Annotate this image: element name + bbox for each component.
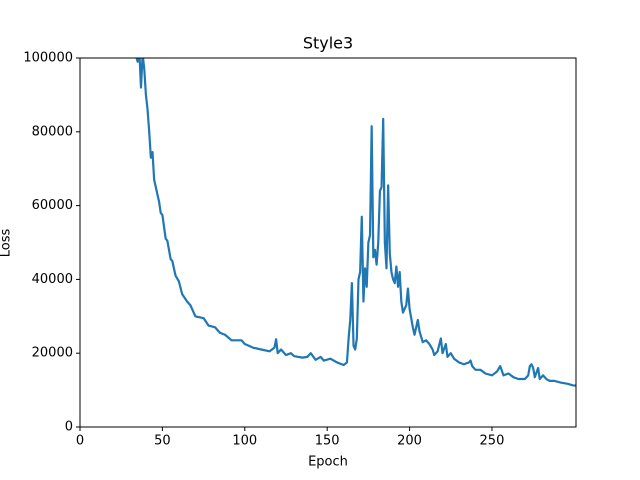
x-axis-label: Epoch — [308, 455, 348, 470]
x-tick-label: 0 — [76, 434, 84, 449]
y-tick-label: 0 — [65, 420, 73, 435]
y-axis-label: Loss — [0, 229, 14, 258]
chart-title: Style3 — [303, 34, 353, 53]
axes-frame — [79, 57, 577, 428]
x-tick-label: 250 — [480, 434, 505, 449]
line — [135, 58, 576, 387]
y-tick-label: 80000 — [32, 124, 73, 139]
x-tick-label: 200 — [397, 434, 422, 449]
plot-area — [135, 58, 576, 387]
y-tick-label: 20000 — [32, 346, 73, 361]
y-tick-label: 40000 — [32, 272, 73, 287]
x-tick-label: 50 — [154, 434, 171, 449]
y-tick-label: 100000 — [23, 51, 73, 66]
x-tick-label: 150 — [315, 434, 340, 449]
y-tick-label: 60000 — [32, 198, 73, 213]
x-tick-label: 100 — [232, 434, 257, 449]
